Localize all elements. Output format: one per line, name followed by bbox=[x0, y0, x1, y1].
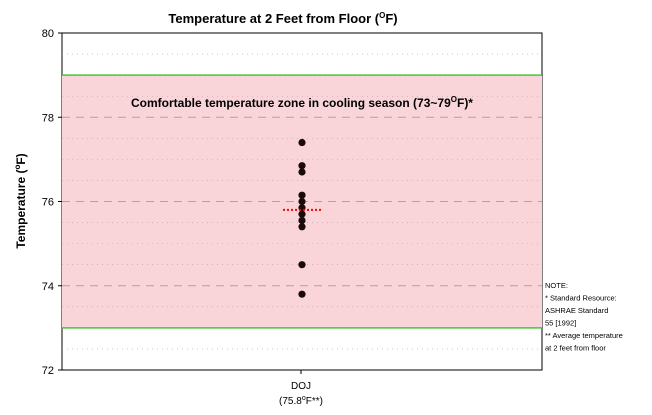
note-line: ASHRAE Standard bbox=[545, 306, 608, 315]
data-point bbox=[298, 261, 306, 269]
data-point bbox=[298, 197, 306, 206]
data-point bbox=[298, 223, 306, 231]
data-point bbox=[298, 162, 306, 170]
y-tick-label: 72 bbox=[42, 365, 54, 377]
category-label: DOJ bbox=[291, 381, 311, 392]
data-point bbox=[298, 138, 306, 147]
chart-title: Temperature at 2 Feet from Floor (OF) bbox=[168, 11, 397, 26]
note-line: * Standard Resource: bbox=[545, 294, 617, 303]
data-point bbox=[298, 290, 306, 298]
data-point bbox=[298, 168, 306, 176]
note-line: at 2 feet from floor bbox=[545, 344, 606, 353]
y-tick-label: 78 bbox=[42, 112, 54, 124]
y-axis-label: Temperature (oF) bbox=[13, 153, 28, 248]
y-tick-label: 76 bbox=[42, 197, 54, 209]
data-point bbox=[298, 210, 306, 218]
data-point bbox=[298, 216, 306, 225]
comfort-zone-label: Comfortable temperature zone in cooling … bbox=[131, 95, 473, 110]
category-average-label: (75.8oF**) bbox=[279, 395, 323, 407]
note-box: NOTE: * Standard Resource: ASHRAE Standard… bbox=[545, 281, 623, 353]
note-line: NOTE: bbox=[545, 281, 568, 290]
y-axis-ticks: 72 74 76 78 80 bbox=[42, 28, 62, 377]
y-tick-label: 74 bbox=[42, 281, 54, 293]
note-line: 55 [1992] bbox=[545, 319, 576, 328]
note-line: ** Average temperature bbox=[545, 331, 623, 340]
data-point bbox=[298, 191, 306, 199]
y-tick-label: 80 bbox=[42, 28, 54, 40]
